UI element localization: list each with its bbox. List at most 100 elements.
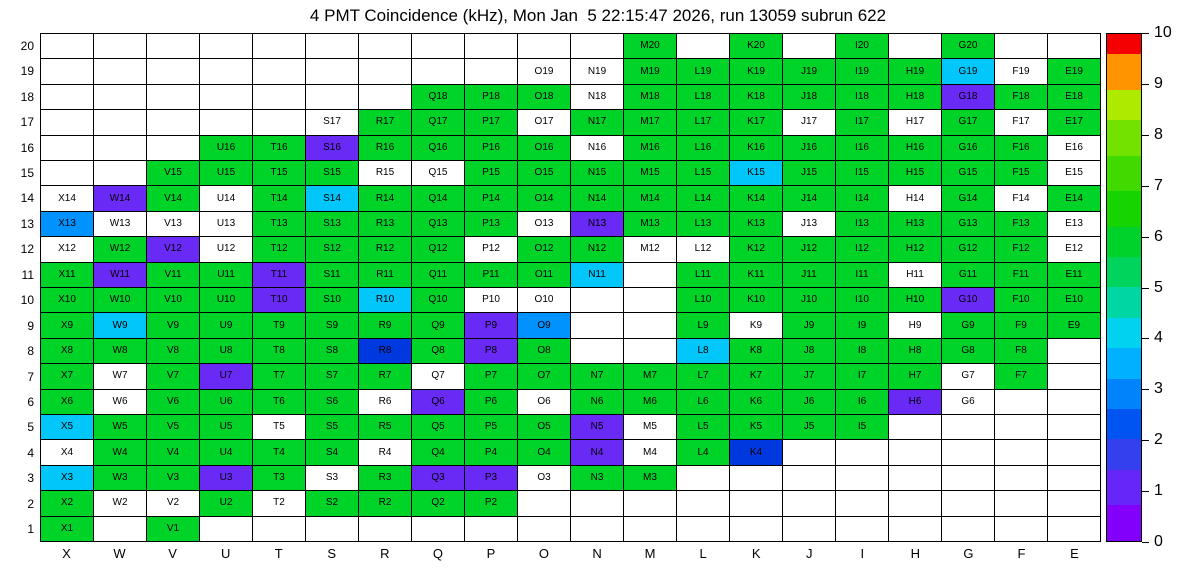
heatmap-cell: Q9 (412, 313, 465, 339)
heatmap-cell (518, 491, 571, 517)
heatmap-cell: Q14 (412, 186, 465, 212)
heatmap-cell (147, 110, 200, 136)
heatmap-cell: L18 (677, 84, 730, 111)
heatmap-cell: W6 (94, 389, 147, 415)
heatmap-cell: O12 (518, 237, 571, 263)
heatmap-cell (200, 110, 253, 136)
heatmap-cell: I18 (836, 84, 889, 111)
heatmap-cell: N6 (571, 389, 624, 415)
heatmap-cell: G20 (942, 34, 995, 60)
heatmap-cell: O15 (518, 160, 571, 187)
heatmap-cell (412, 59, 465, 85)
colorbar-band (1107, 120, 1141, 156)
heatmap-cell: X5 (41, 414, 94, 441)
heatmap-cell: R8 (359, 338, 412, 365)
heatmap-cell (783, 465, 836, 492)
heatmap-cell: S5 (306, 414, 359, 441)
x-axis-tick-label: T (274, 546, 283, 561)
heatmap-cell: X13 (41, 211, 94, 238)
heatmap-cell: S10 (306, 287, 359, 314)
heatmap-cell: N15 (571, 160, 624, 187)
heatmap-cell (889, 491, 942, 517)
heatmap-cell: G17 (942, 110, 995, 136)
heatmap-cell: L10 (677, 287, 730, 314)
heatmap-cell: E11 (1048, 262, 1101, 288)
heatmap-cell: T10 (253, 287, 306, 314)
heatmap-cell: J5 (783, 414, 836, 441)
heatmap-cell (624, 262, 677, 288)
y-axis-tick-label: 15 (20, 165, 34, 180)
heatmap-cell: O19 (518, 59, 571, 85)
heatmap-cell: I16 (836, 135, 889, 161)
heatmap-cell: M17 (624, 110, 677, 136)
heatmap-cell: W8 (94, 338, 147, 365)
heatmap-cell: W9 (94, 313, 147, 339)
heatmap-cell: M4 (624, 440, 677, 466)
y-axis-tick-label: 8 (27, 344, 34, 359)
heatmap-cell (571, 516, 624, 542)
heatmap-cell (306, 59, 359, 85)
heatmap-cell: Q18 (412, 84, 465, 111)
heatmap-cell: V14 (147, 186, 200, 212)
heatmap-cell: E16 (1048, 135, 1101, 161)
heatmap-cell: T12 (253, 237, 306, 263)
heatmap-cell (942, 491, 995, 517)
heatmap-cell: K4 (730, 440, 783, 466)
heatmap-cell: V3 (147, 465, 200, 492)
heatmap-cell (624, 313, 677, 339)
heatmap-cell: R9 (359, 313, 412, 339)
y-axis-tick-label: 20 (20, 38, 34, 53)
heatmap-cell: N3 (571, 465, 624, 492)
heatmap-cell (253, 84, 306, 111)
heatmap-cell: U7 (200, 364, 253, 390)
heatmap-cell (147, 84, 200, 111)
heatmap-cell: W7 (94, 364, 147, 390)
heatmap-cell: F17 (995, 110, 1048, 136)
colorbar-tick-label: 10 (1154, 24, 1172, 41)
heatmap-cell (624, 338, 677, 365)
heatmap-cell: R14 (359, 186, 412, 212)
heatmap-cell: J13 (783, 211, 836, 238)
y-axis-tick-label: 12 (20, 242, 34, 257)
heatmap-cell (889, 516, 942, 542)
heatmap-cell (41, 34, 94, 60)
heatmap-cell: N4 (571, 440, 624, 466)
heatmap-cell: H17 (889, 110, 942, 136)
heatmap-cell: S15 (306, 160, 359, 187)
x-axis-tick-label: O (538, 546, 550, 561)
heatmap-cell (200, 516, 253, 542)
colorbar (1106, 33, 1142, 542)
heatmap-cell: K6 (730, 389, 783, 415)
colorbar-tick-label: 8 (1154, 125, 1163, 143)
colorbar-band (1107, 257, 1141, 288)
heatmap-cell: Q4 (412, 440, 465, 466)
heatmap-cell: K16 (730, 135, 783, 161)
heatmap-cell (306, 84, 359, 111)
heatmap-cell: K14 (730, 186, 783, 212)
heatmap-cell (1048, 414, 1101, 441)
heatmap-cell: M18 (624, 84, 677, 111)
heatmap-cell (94, 160, 147, 187)
heatmap-cell: X1 (41, 516, 94, 542)
colorbar-tick-label: 1 (1154, 482, 1163, 500)
heatmap-cell: I9 (836, 313, 889, 339)
heatmap-cell: L15 (677, 160, 730, 187)
heatmap-cell: U5 (200, 414, 253, 441)
heatmap-cell: G19 (942, 59, 995, 85)
heatmap-cell: Q8 (412, 338, 465, 365)
heatmap-cell: E19 (1048, 59, 1101, 85)
heatmap-cell (518, 34, 571, 60)
heatmap-cell (677, 465, 730, 492)
heatmap-cell: L6 (677, 389, 730, 415)
heatmap-cell: M19 (624, 59, 677, 85)
heatmap-cell: F19 (995, 59, 1048, 85)
heatmap-cell: S9 (306, 313, 359, 339)
heatmap-cell: U2 (200, 491, 253, 517)
colorbar-tick (1142, 338, 1149, 340)
x-axis-tick-label: M (644, 546, 656, 561)
heatmap-cell (94, 516, 147, 542)
heatmap-cell: N14 (571, 186, 624, 212)
heatmap-cell: R17 (359, 110, 412, 136)
heatmap-cell: J14 (783, 186, 836, 212)
heatmap-cell: P9 (465, 313, 518, 339)
